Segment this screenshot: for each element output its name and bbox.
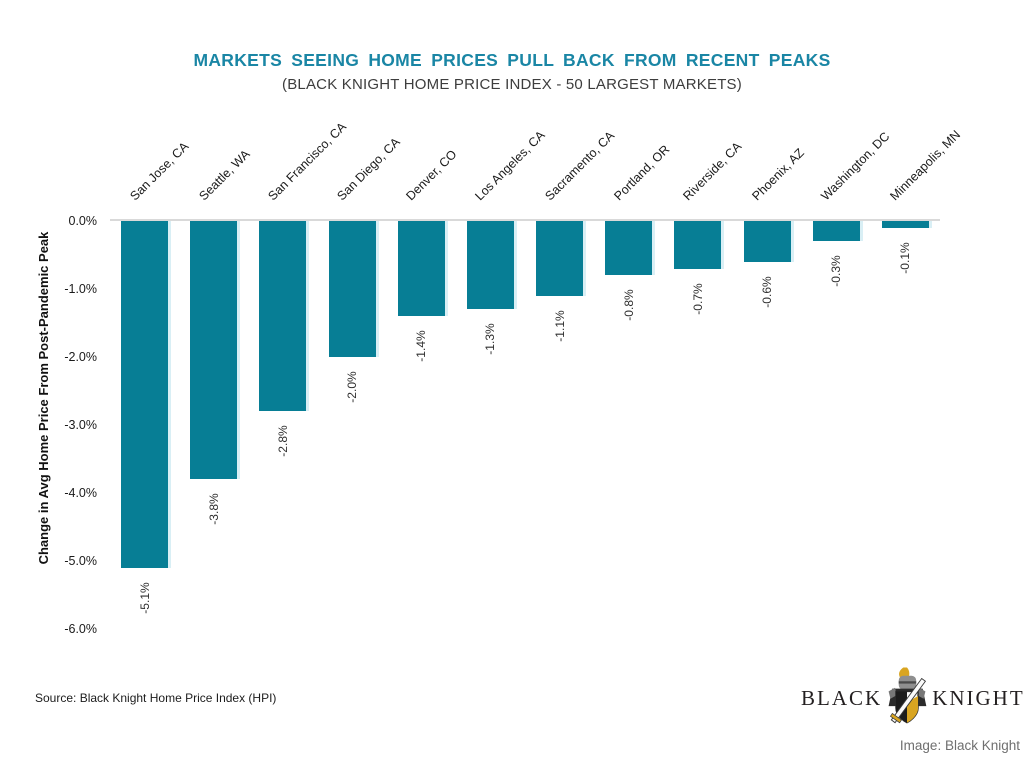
bar-value-label-seattle-wa: -3.8% [206,493,221,525]
bar-value-label-washington-dc: -0.3% [829,255,844,287]
bar-value-label-minneapolis-mn: -0.1% [898,242,913,274]
bar-value-label-portland-or: -0.8% [621,289,636,321]
category-label-phoenix-az: Phoenix, AZ [749,145,808,204]
y-tick-label-0: 0.0% [68,214,98,228]
bar-portland-or [605,221,653,275]
bar-sacramento-ca [536,221,584,296]
category-label-riverside-ca: Riverside, CA [680,139,745,204]
bar-value-label-san-diego-ca: -2.0% [345,371,360,403]
bar-value-label-san-francisco-ca: -2.8% [275,425,290,457]
y-tick-label-6: -6.0% [64,622,97,636]
bar-value-label-los-angeles-ca: -1.3% [483,323,498,355]
bar-san-diego-ca [328,221,376,357]
bar-minneapolis-mn [881,221,929,228]
source-note: Source: Black Knight Home Price Index (H… [35,691,277,705]
y-tick-label-5: -5.0% [64,554,97,568]
bar-san-francisco-ca [259,221,307,411]
chart-title: MARKETS SEEING HOME PRICES PULL BACK FRO… [193,50,831,70]
bar-value-label-denver-co: -1.4% [414,330,429,362]
logo-word-knight: KNIGHT [932,685,1024,710]
category-label-san-jose-ca: San Jose, CA [126,139,191,204]
black-knight-logo: BLACK [801,666,1024,730]
category-label-seattle-wa: Seattle, WA [196,147,253,204]
bar-value-label-riverside-ca: -0.7% [690,283,705,315]
chart-subtitle: (BLACK KNIGHT HOME PRICE INDEX - 50 LARG… [282,76,742,93]
bar-value-label-phoenix-az: -0.6% [760,276,775,308]
bar-washington-dc [812,221,860,241]
category-label-portland-or: Portland, OR [611,142,673,204]
bar-los-angeles-ca [466,221,514,309]
y-tick-label-2: -2.0% [64,350,97,364]
bar-value-label-san-jose-ca: -5.1% [137,582,152,614]
y-axis-title: Change in Avg Home Price From Post-Pande… [36,231,51,565]
logo-word-black: BLACK [801,685,883,710]
bar-denver-co [397,221,445,316]
category-label-washington-dc: Washington, DC [818,129,893,204]
category-label-minneapolis-mn: Minneapolis, MN [887,127,964,204]
y-tick-label-1: -1.0% [64,282,97,296]
y-tick-label-4: -4.0% [64,486,97,500]
bar-phoenix-az [743,221,791,262]
y-tick-label-3: -3.0% [64,418,97,432]
category-label-los-angeles-ca: Los Angeles, CA [472,128,549,204]
category-label-san-diego-ca: San Diego, CA [334,134,403,204]
bar-value-label-sacramento-ca: -1.1% [552,310,567,342]
category-label-denver-co: Denver, CO [403,147,460,204]
bar-seattle-wa [190,221,238,479]
image-credit-caption: Image: Black Knight [899,738,1020,753]
zero-axis-line [110,219,940,221]
bar-san-jose-ca [121,221,169,568]
category-label-sacramento-ca: Sacramento, CA [541,128,617,204]
black-knight-mascot-icon [884,666,930,730]
bar-riverside-ca [674,221,722,269]
